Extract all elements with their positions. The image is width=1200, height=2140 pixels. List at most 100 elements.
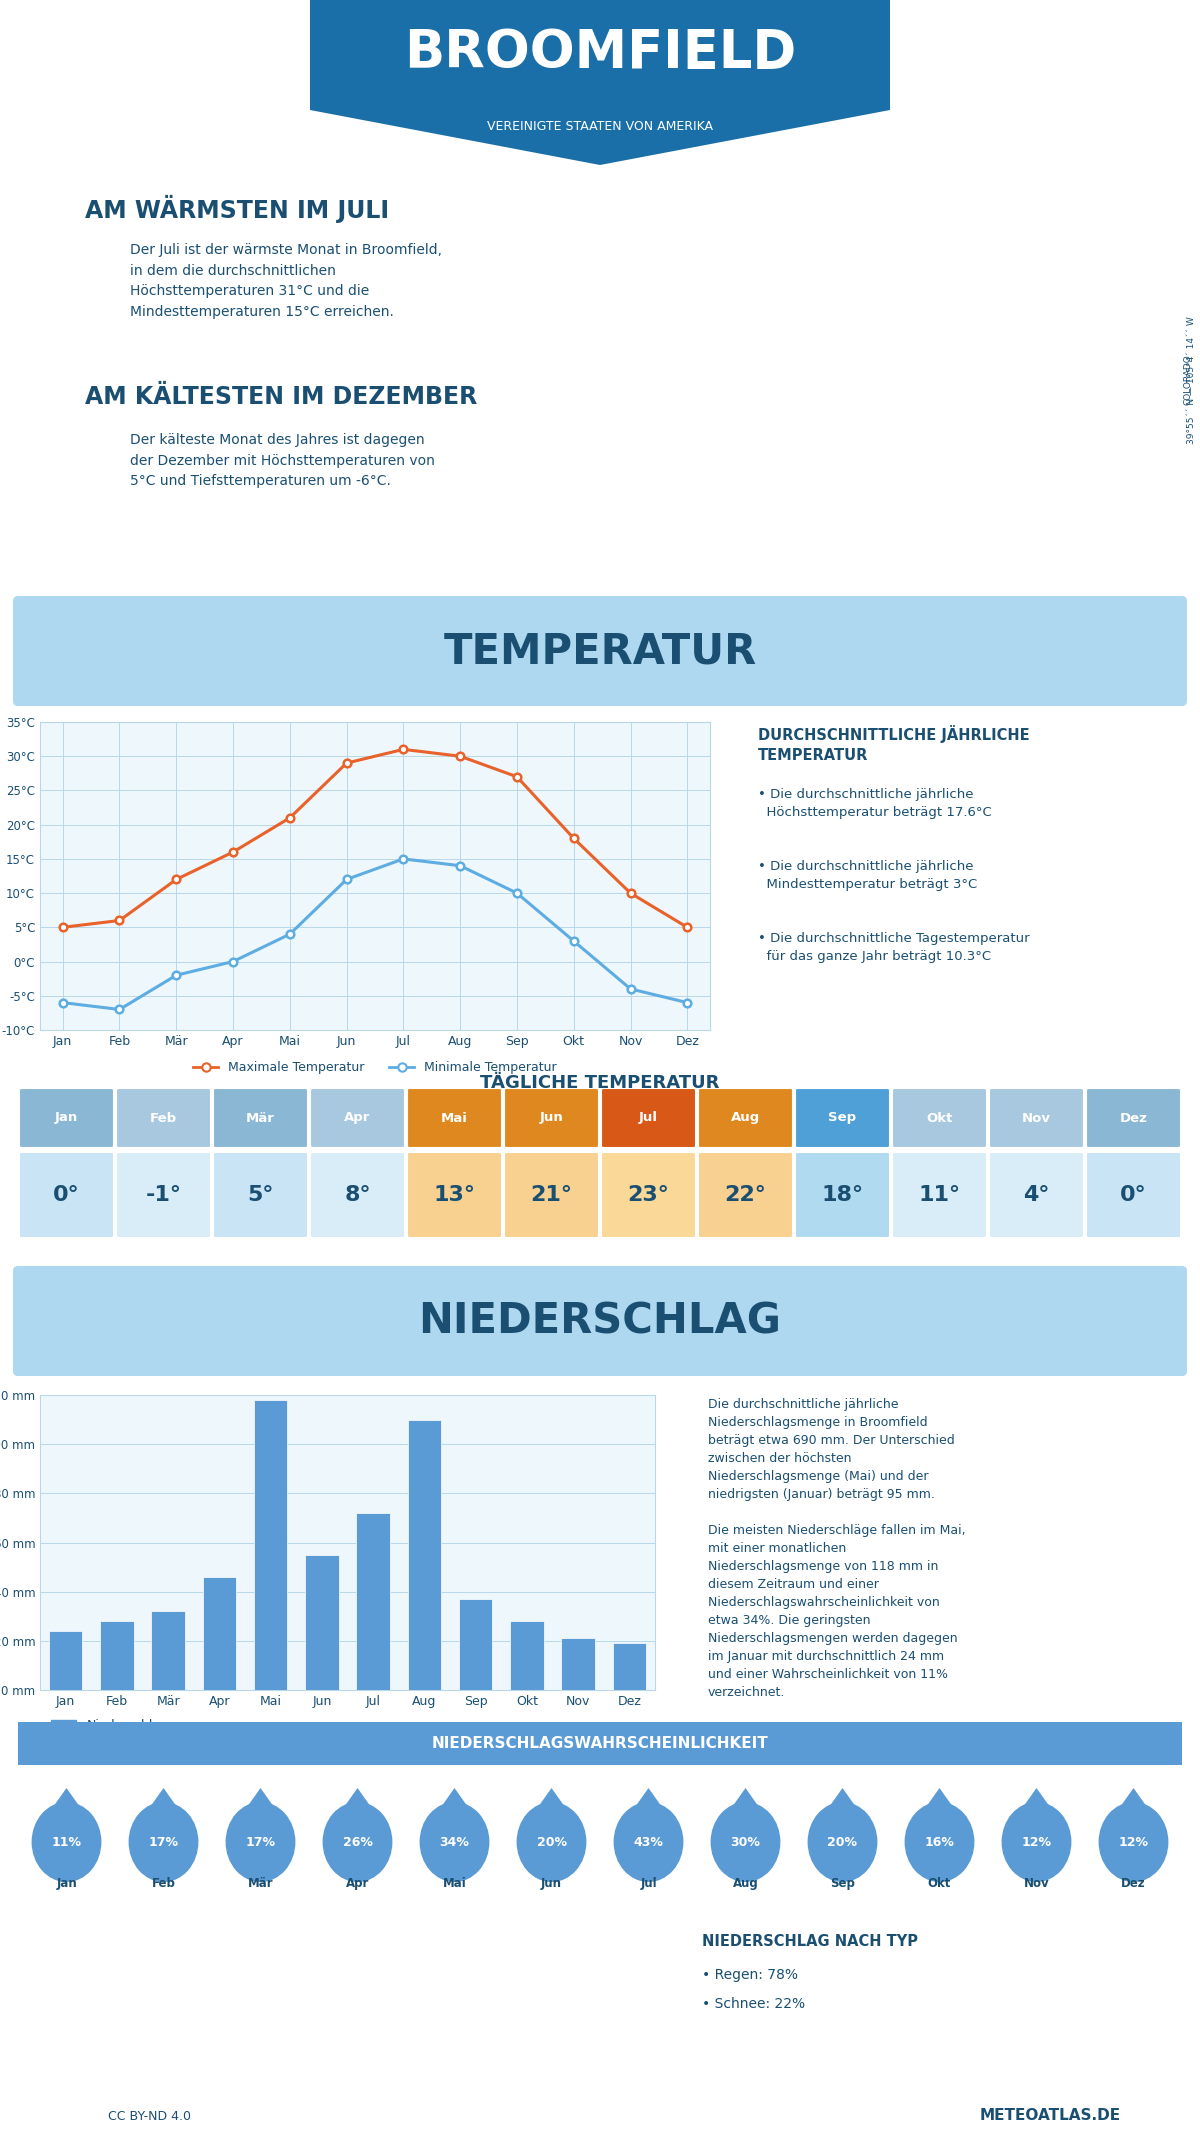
FancyBboxPatch shape — [19, 1087, 114, 1147]
Text: 43%: 43% — [634, 1836, 664, 1849]
Text: DURCHSCHNITTLICHE JÄHRLICHE
TEMPERATUR: DURCHSCHNITTLICHE JÄHRLICHE TEMPERATUR — [758, 725, 1030, 762]
Text: TEMPERATUR: TEMPERATUR — [443, 629, 757, 672]
Polygon shape — [331, 1789, 384, 1825]
FancyBboxPatch shape — [698, 1151, 793, 1239]
Text: Der kälteste Monat des Jahres ist dagegen
der Dezember mit Höchsttemperaturen vo: Der kälteste Monat des Jahres ist dagege… — [130, 432, 434, 488]
Text: 17%: 17% — [149, 1836, 179, 1849]
Text: BROOMFIELD: BROOMFIELD — [404, 28, 796, 79]
Text: Apr: Apr — [344, 1111, 371, 1124]
Legend: Maximale Temperatur, Minimale Temperatur: Maximale Temperatur, Minimale Temperatur — [188, 1057, 562, 1079]
Text: CC BY-ND 4.0: CC BY-ND 4.0 — [108, 2110, 192, 2123]
Text: 16%: 16% — [924, 1836, 954, 1849]
Text: 5°: 5° — [247, 1186, 274, 1205]
FancyBboxPatch shape — [1086, 1151, 1181, 1239]
Text: Aug: Aug — [733, 1877, 758, 1890]
Text: AM WÄRMSTEN IM JULI: AM WÄRMSTEN IM JULI — [85, 195, 389, 223]
FancyBboxPatch shape — [116, 1151, 211, 1239]
Polygon shape — [623, 1789, 674, 1825]
Ellipse shape — [323, 1802, 392, 1881]
Bar — [49, 1631, 83, 1691]
Text: Jan: Jan — [55, 1111, 78, 1124]
FancyBboxPatch shape — [989, 1087, 1084, 1147]
FancyBboxPatch shape — [601, 1087, 696, 1147]
Ellipse shape — [1098, 1802, 1169, 1881]
Polygon shape — [310, 0, 890, 165]
Text: 4°: 4° — [1024, 1186, 1050, 1205]
Polygon shape — [1108, 1789, 1159, 1825]
Ellipse shape — [226, 1802, 295, 1881]
Text: Mär: Mär — [246, 1111, 275, 1124]
Text: NIEDERSCHLAG: NIEDERSCHLAG — [419, 1299, 781, 1342]
Bar — [305, 1556, 338, 1691]
Text: Nov: Nov — [1022, 1111, 1051, 1124]
Bar — [458, 1599, 492, 1691]
FancyBboxPatch shape — [1086, 1087, 1181, 1147]
Text: • Die durchschnittliche Tagestemperatur
  für das ganze Jahr beträgt 10.3°C: • Die durchschnittliche Tagestemperatur … — [758, 933, 1030, 963]
FancyBboxPatch shape — [504, 1151, 599, 1239]
Text: Feb: Feb — [151, 1877, 175, 1890]
FancyBboxPatch shape — [504, 1087, 599, 1147]
Text: TÄGLICHE TEMPERATUR: TÄGLICHE TEMPERATUR — [480, 1074, 720, 1091]
Text: COLORADO: COLORADO — [1183, 355, 1193, 404]
Text: Jul: Jul — [640, 1877, 656, 1890]
FancyBboxPatch shape — [407, 1151, 502, 1239]
Text: 39°55´´ N — 105°4´ 14´´ W: 39°55´´ N — 105°4´ 14´´ W — [1188, 317, 1196, 443]
Text: Okt: Okt — [926, 1111, 953, 1124]
Legend: Niederschlagssumme: Niederschlagssumme — [47, 1714, 227, 1738]
Text: 34%: 34% — [439, 1836, 469, 1849]
Polygon shape — [41, 1789, 92, 1825]
Text: METEOATLAS.DE: METEOATLAS.DE — [979, 2108, 1121, 2123]
FancyBboxPatch shape — [892, 1087, 986, 1147]
FancyBboxPatch shape — [601, 1151, 696, 1239]
Text: 18°: 18° — [822, 1186, 864, 1205]
Ellipse shape — [710, 1802, 780, 1881]
Text: Die durchschnittliche jährliche
Niederschlagsmenge in Broomfield
beträgt etwa 69: Die durchschnittliche jährliche Niedersc… — [708, 1397, 966, 1699]
Ellipse shape — [420, 1802, 490, 1881]
Ellipse shape — [613, 1802, 684, 1881]
Text: 8°: 8° — [344, 1186, 371, 1205]
FancyBboxPatch shape — [407, 1087, 502, 1147]
Text: 23°: 23° — [628, 1186, 670, 1205]
Text: 30%: 30% — [731, 1836, 761, 1849]
Text: Nov: Nov — [1024, 1877, 1049, 1890]
Text: • Die durchschnittliche jährliche
  Höchsttemperatur beträgt 17.6°C: • Die durchschnittliche jährliche Höchst… — [758, 788, 991, 820]
Text: Jan: Jan — [56, 1877, 77, 1890]
Text: Sep: Sep — [828, 1111, 857, 1124]
Ellipse shape — [808, 1802, 877, 1881]
Text: 21°: 21° — [530, 1186, 572, 1205]
Polygon shape — [1010, 1789, 1063, 1825]
Ellipse shape — [516, 1802, 587, 1881]
Text: 20%: 20% — [828, 1836, 858, 1849]
Text: Jun: Jun — [540, 1111, 563, 1124]
Text: Dez: Dez — [1121, 1877, 1146, 1890]
Ellipse shape — [1002, 1802, 1072, 1881]
Polygon shape — [816, 1789, 869, 1825]
Text: Okt: Okt — [928, 1877, 952, 1890]
Text: Aug: Aug — [731, 1111, 760, 1124]
Polygon shape — [526, 1789, 577, 1825]
Bar — [408, 1419, 442, 1691]
Text: Der Juli ist der wärmste Monat in Broomfield,
in dem die durchschnittlichen
Höch: Der Juli ist der wärmste Monat in Broomf… — [130, 244, 442, 319]
Text: AM KÄLTESTEN IM DEZEMBER: AM KÄLTESTEN IM DEZEMBER — [85, 385, 478, 409]
Text: 11%: 11% — [52, 1836, 82, 1849]
Text: • Die durchschnittliche jährliche
  Mindesttemperatur beträgt 3°C: • Die durchschnittliche jährliche Mindes… — [758, 860, 977, 890]
Text: NIEDERSCHLAGSWAHRSCHEINLICHKEIT: NIEDERSCHLAGSWAHRSCHEINLICHKEIT — [432, 1736, 768, 1751]
Text: • Schnee: 22%: • Schnee: 22% — [702, 1997, 805, 2012]
Polygon shape — [428, 1789, 481, 1825]
Text: Mai: Mai — [443, 1877, 467, 1890]
Polygon shape — [913, 1789, 966, 1825]
FancyBboxPatch shape — [214, 1151, 308, 1239]
FancyBboxPatch shape — [14, 1721, 1186, 1766]
Text: Sep: Sep — [830, 1877, 854, 1890]
Bar — [101, 1622, 133, 1691]
Text: Dez: Dez — [1120, 1111, 1147, 1124]
FancyBboxPatch shape — [796, 1087, 890, 1147]
Ellipse shape — [905, 1802, 974, 1881]
FancyBboxPatch shape — [116, 1087, 211, 1147]
FancyBboxPatch shape — [310, 1087, 406, 1147]
Ellipse shape — [128, 1802, 198, 1881]
Text: VEREINIGTE STAATEN VON AMERIKA: VEREINIGTE STAATEN VON AMERIKA — [487, 120, 713, 133]
Bar — [203, 1577, 236, 1691]
Text: Apr: Apr — [346, 1877, 370, 1890]
Text: Mai: Mai — [442, 1111, 468, 1124]
